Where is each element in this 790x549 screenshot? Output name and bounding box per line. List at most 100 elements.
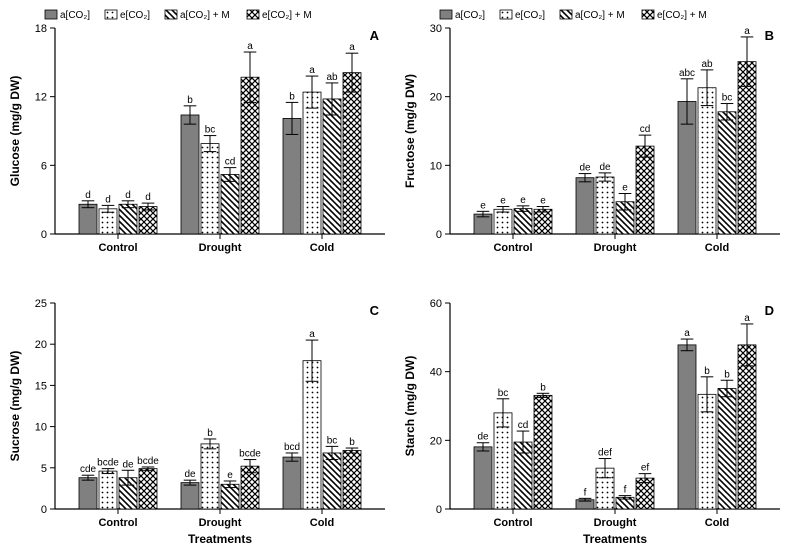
sig-label: cd — [640, 124, 651, 135]
bar — [139, 207, 157, 234]
svg-text:60: 60 — [430, 298, 442, 310]
group-label: Control — [98, 242, 137, 254]
bar — [738, 62, 756, 234]
sig-label: e — [520, 195, 526, 206]
svg-text:20: 20 — [35, 339, 47, 351]
sig-label: f — [584, 487, 587, 498]
svg-text:20: 20 — [430, 435, 442, 447]
panel-container-b: 0102030Fructose (mg/g DW)ControleeeeDrou… — [395, 0, 790, 275]
sig-label: a — [349, 42, 355, 53]
group-label: Control — [493, 242, 532, 254]
svg-text:20: 20 — [430, 92, 442, 104]
sig-label: bc — [327, 435, 338, 446]
sig-label: e — [227, 469, 233, 480]
panel-letter: B — [765, 28, 774, 43]
sig-label: bcde — [97, 457, 119, 468]
bar — [738, 344, 756, 508]
group-label: Cold — [705, 242, 729, 254]
svg-text:25: 25 — [35, 298, 47, 310]
sig-label: d — [105, 194, 111, 205]
panel-d: 0204060Starch (mg/g DW)ControldebccdbDro… — [395, 275, 790, 549]
bar — [534, 395, 552, 509]
svg-text:15: 15 — [35, 380, 47, 392]
svg-text:30: 30 — [430, 23, 442, 35]
svg-text:40: 40 — [430, 366, 442, 378]
legend: a[CO₂]e[CO₂]a[CO₂] + Me[CO₂] + M — [45, 10, 312, 21]
x-axis-title: Treatments — [188, 532, 252, 546]
sig-label: ef — [641, 462, 650, 473]
sig-label: d — [145, 192, 151, 203]
group-label: Control — [98, 517, 137, 529]
bar — [678, 344, 696, 508]
svg-text:18: 18 — [35, 23, 47, 35]
svg-text:6: 6 — [41, 160, 47, 172]
sig-label: ab — [326, 72, 338, 83]
sig-label: bc — [205, 125, 216, 136]
sig-label: cd — [518, 420, 529, 431]
bar — [596, 177, 614, 234]
legend-label: a[CO₂] + M — [575, 10, 625, 21]
svg-text:0: 0 — [41, 504, 47, 516]
sig-label: d — [85, 190, 91, 201]
sig-label: cde — [80, 464, 97, 475]
sig-label: ab — [701, 59, 713, 70]
x-axis-title: Treatments — [583, 532, 647, 546]
panel-letter: D — [765, 303, 774, 318]
legend-label: e[CO₂] + M — [262, 10, 312, 21]
bar — [283, 457, 301, 509]
bar — [99, 471, 117, 509]
panel-a: 061218Glucose (mg/g DW)ControlddddDrough… — [0, 0, 395, 274]
legend: a[CO₂]e[CO₂]a[CO₂] + Me[CO₂] + M — [440, 10, 707, 21]
bar — [718, 112, 736, 234]
bar — [79, 477, 97, 508]
group-label: Cold — [310, 242, 334, 254]
bar — [201, 144, 219, 234]
panel-container-d: 0204060Starch (mg/g DW)ControldebccdbDro… — [395, 275, 790, 549]
group-label: Cold — [705, 517, 729, 529]
bar — [323, 452, 341, 508]
sig-label: de — [579, 163, 591, 174]
sig-label: b — [187, 95, 193, 106]
bar — [514, 209, 532, 234]
bar — [534, 209, 552, 234]
bar — [119, 204, 137, 234]
bar — [181, 115, 199, 234]
chart-grid: 061218Glucose (mg/g DW)ControlddddDrough… — [0, 0, 790, 549]
legend-label: e[CO₂] + M — [657, 10, 707, 21]
group-label: Control — [493, 517, 532, 529]
svg-text:Starch (mg/g DW): Starch (mg/g DW) — [403, 355, 417, 456]
legend-label: a[CO₂] — [455, 10, 485, 21]
svg-text:Glucose (mg/g DW): Glucose (mg/g DW) — [8, 76, 22, 187]
svg-text:0: 0 — [436, 229, 442, 241]
bar — [474, 446, 492, 508]
group-label: Drought — [594, 242, 637, 254]
legend-label: a[CO₂] — [60, 10, 90, 21]
bar — [636, 146, 654, 234]
svg-text:0: 0 — [436, 504, 442, 516]
sig-label: b — [704, 365, 710, 376]
panel-letter: C — [370, 303, 380, 318]
bar — [576, 178, 594, 234]
sig-label: f — [624, 484, 627, 495]
sig-label: de — [599, 162, 611, 173]
sig-label: e — [500, 196, 506, 207]
sig-label: a — [744, 312, 750, 323]
sig-label: b — [724, 369, 730, 380]
sig-label: bc — [722, 93, 733, 104]
sig-label: a — [309, 65, 315, 76]
bar — [323, 99, 341, 234]
bar — [79, 204, 97, 234]
bar — [494, 209, 512, 234]
svg-text:10: 10 — [430, 160, 442, 172]
sig-label: b — [207, 427, 213, 438]
bar — [201, 443, 219, 508]
svg-text:Sucrose (mg/g DW): Sucrose (mg/g DW) — [8, 350, 22, 461]
sig-label: a — [309, 329, 315, 340]
sig-label: e — [622, 182, 628, 193]
sig-label: a — [744, 26, 750, 37]
sig-label: bc — [498, 387, 509, 398]
sig-label: bcde — [137, 455, 159, 466]
bar — [698, 88, 716, 234]
sig-label: cd — [225, 157, 236, 168]
panel-container-c: 0510152025Sucrose (mg/g DW)Controlcdebcd… — [0, 275, 395, 549]
